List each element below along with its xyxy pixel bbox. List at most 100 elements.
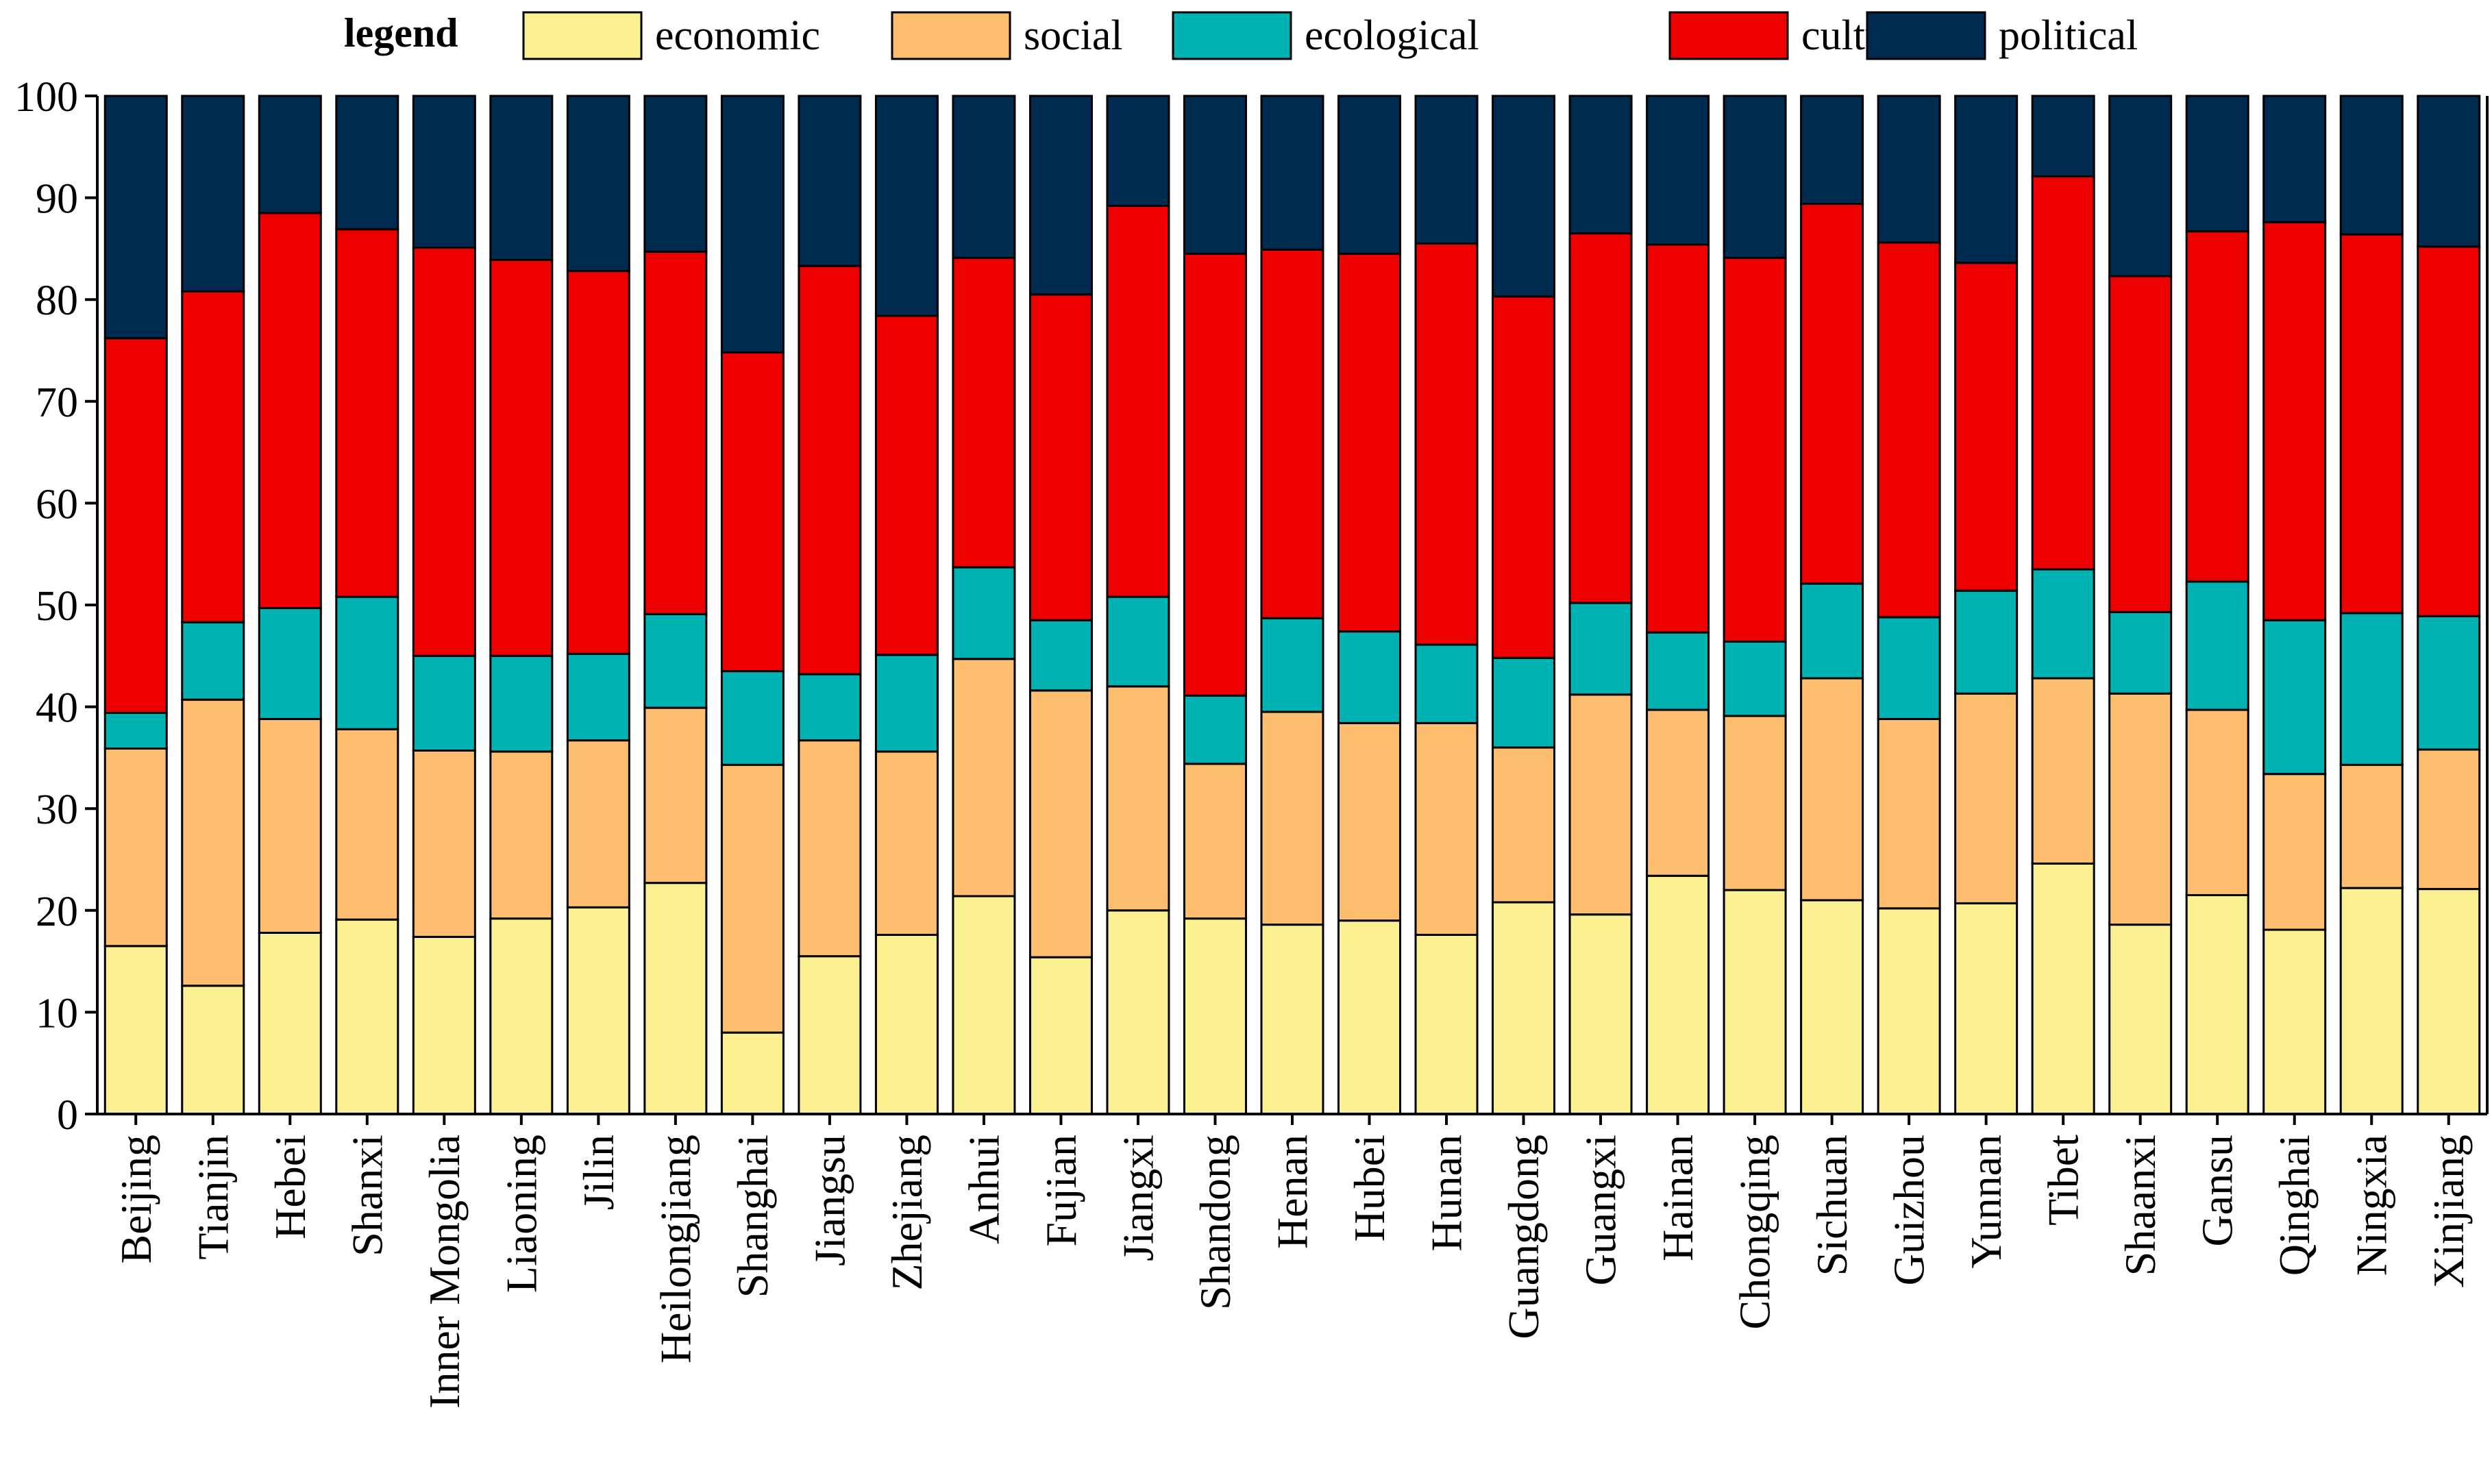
x-tick-label-guizhou: Guizhou — [1885, 1135, 1934, 1285]
bar-segment-cultural-shanxi — [335, 228, 399, 598]
bar-segment-ecological-guangxi — [1568, 602, 1633, 696]
bar-segment-political-henan — [1260, 95, 1324, 251]
x-tick-label-hebei: Hebei — [266, 1135, 314, 1239]
bar-segment-social-guizhou — [1877, 717, 1941, 910]
bar-segment-cultural-hainan — [1646, 243, 1710, 634]
bar-segment-social-jiangsu — [798, 739, 862, 958]
bar-segment-economic-zhejiang — [874, 933, 939, 1115]
x-tick-label-jiangsu: Jiangsu — [805, 1135, 854, 1266]
x-tick-label-guangxi: Guangxi — [1577, 1135, 1625, 1285]
x-tick-label-gansu: Gansu — [2193, 1135, 2242, 1247]
bar-segment-economic-beijing — [103, 945, 168, 1115]
legend-swatch-political — [1866, 11, 1986, 60]
bar-segment-social-qinghai — [2262, 773, 2327, 931]
bar-segment-social-zhejiang — [874, 750, 939, 936]
x-tick-label-shanxi: Shanxi — [343, 1135, 391, 1257]
bar-segment-political-fujian — [1028, 95, 1093, 296]
bar-segment-social-shandong — [1183, 763, 1247, 920]
x-tick-label-zhejiang: Zhejiang — [883, 1135, 931, 1290]
bar-segment-economic-tibet — [2031, 862, 2095, 1115]
x-tick-label-tibet: Tibet — [2039, 1135, 2088, 1226]
y-tick-label: 40 — [36, 685, 78, 732]
bar-segment-political-liaoning — [489, 95, 554, 261]
bar-segment-political-shanghai — [720, 95, 785, 354]
bar-segment-ecological-qinghai — [2262, 619, 2327, 776]
bar-segment-economic-inner-mongolia — [412, 935, 476, 1115]
bar-segment-cultural-jiangxi — [1106, 204, 1170, 598]
x-tick-label-qinghai: Qinghai — [2270, 1135, 2319, 1276]
bar-segment-economic-gansu — [2185, 894, 2249, 1115]
bar-segment-cultural-inner-mongolia — [412, 246, 476, 657]
bar-segment-cultural-hebei — [258, 212, 322, 609]
legend-label-ecological: ecological — [1305, 12, 1479, 59]
y-axis: 0 10 20 30 40 50 60 70 80 90 100 — [14, 74, 2489, 1139]
bar-segment-cultural-shandong — [1183, 252, 1247, 697]
x-tick-label-shandong: Shandong — [1191, 1135, 1239, 1310]
bar-segment-ecological-shanghai — [720, 670, 785, 766]
bar-segment-cultural-yunnan — [1954, 262, 2019, 592]
legend-swatch-ecological — [1172, 11, 1292, 60]
bar-segment-political-guangxi — [1568, 95, 1633, 235]
legend-label-economic: economic — [655, 12, 820, 59]
x-tick-label-henan: Henan — [1268, 1135, 1317, 1249]
bar-segment-political-hebei — [258, 95, 322, 214]
bar-segment-economic-jiangsu — [798, 955, 862, 1115]
bar-segment-cultural-guangdong — [1492, 295, 1556, 659]
x-tick-label-anhui: Anhui — [959, 1135, 1008, 1244]
bar-segment-economic-yunnan — [1954, 902, 2019, 1115]
bar-segment-cultural-tianjin — [181, 290, 245, 623]
x-tick-label-yunnan: Yunnan — [1962, 1135, 2010, 1269]
bar-segment-ecological-jiangxi — [1106, 595, 1170, 688]
legend: legendeconomicsocialecologicalculturalpo… — [344, 10, 2138, 60]
x-tick-label-beijing: Beijing — [112, 1135, 160, 1263]
bar-segment-economic-qinghai — [2262, 928, 2327, 1115]
bar-segment-social-jiangxi — [1106, 685, 1170, 912]
bar-segment-political-tibet — [2031, 95, 2095, 177]
bar-segment-social-inner-mongolia — [412, 749, 476, 938]
bar-segment-economic-shanghai — [720, 1031, 785, 1115]
bar-segment-political-gansu — [2185, 95, 2249, 233]
bar-segment-ecological-jiangsu — [798, 673, 862, 742]
bar-segment-ecological-ningxia — [2339, 612, 2404, 766]
bar-segment-political-chongqing — [1723, 95, 1787, 259]
bar-segment-economic-hebei — [258, 931, 322, 1115]
bar-segment-political-shanxi — [335, 95, 399, 231]
bar-segment-economic-liaoning — [489, 917, 554, 1115]
bar-segment-social-hainan — [1646, 708, 1710, 877]
bar-segment-cultural-henan — [1260, 248, 1324, 619]
bar-segment-political-xinjiang — [2417, 95, 2481, 248]
bar-segment-political-inner-mongolia — [412, 95, 476, 249]
bar-segment-social-guangxi — [1568, 693, 1633, 916]
bar-segment-social-fujian — [1028, 689, 1093, 959]
bar-segment-ecological-zhejiang — [874, 654, 939, 753]
bar-segment-ecological-hunan — [1414, 643, 1479, 724]
bar-segment-ecological-shandong — [1183, 694, 1247, 765]
y-tick-label: 60 — [36, 481, 78, 528]
bar-segment-ecological-fujian — [1028, 619, 1093, 692]
y-tick-label: 30 — [36, 787, 78, 833]
bar-segment-economic-chongqing — [1723, 889, 1787, 1115]
bar-segment-ecological-guangdong — [1492, 656, 1556, 749]
bar-segment-ecological-heilongjiang — [643, 613, 708, 709]
x-tick-label-hainan: Hainan — [1653, 1135, 1702, 1261]
bar-segment-ecological-hainan — [1646, 631, 1710, 711]
x-tick-label-hubei: Hubei — [1345, 1135, 1394, 1241]
x-tick-label-ningxia: Ningxia — [2347, 1135, 2396, 1276]
bar-segment-economic-guizhou — [1877, 907, 1941, 1115]
bar-segment-social-guangdong — [1492, 746, 1556, 904]
bar-segment-political-guangdong — [1492, 95, 1556, 298]
x-tick-label-sichuan: Sichuan — [1808, 1135, 1856, 1276]
bar-segment-ecological-shaanxi — [2108, 610, 2173, 695]
x-tick-label-inner-mongolia: Inner Mongolia — [420, 1135, 469, 1409]
bar-segment-political-yunnan — [1954, 95, 2019, 264]
y-tick-label: 70 — [36, 380, 78, 426]
bar-segment-economic-ningxia — [2339, 887, 2404, 1115]
bar-segment-social-jilin — [566, 739, 630, 908]
bar-segment-economic-hainan — [1646, 874, 1710, 1115]
bar-segment-social-chongqing — [1723, 715, 1787, 891]
bar-segment-cultural-jilin — [566, 270, 630, 655]
bar-segment-ecological-tibet — [2031, 568, 2095, 680]
bar-segment-cultural-beijing — [103, 337, 168, 715]
bar-segment-cultural-anhui — [952, 256, 1016, 569]
